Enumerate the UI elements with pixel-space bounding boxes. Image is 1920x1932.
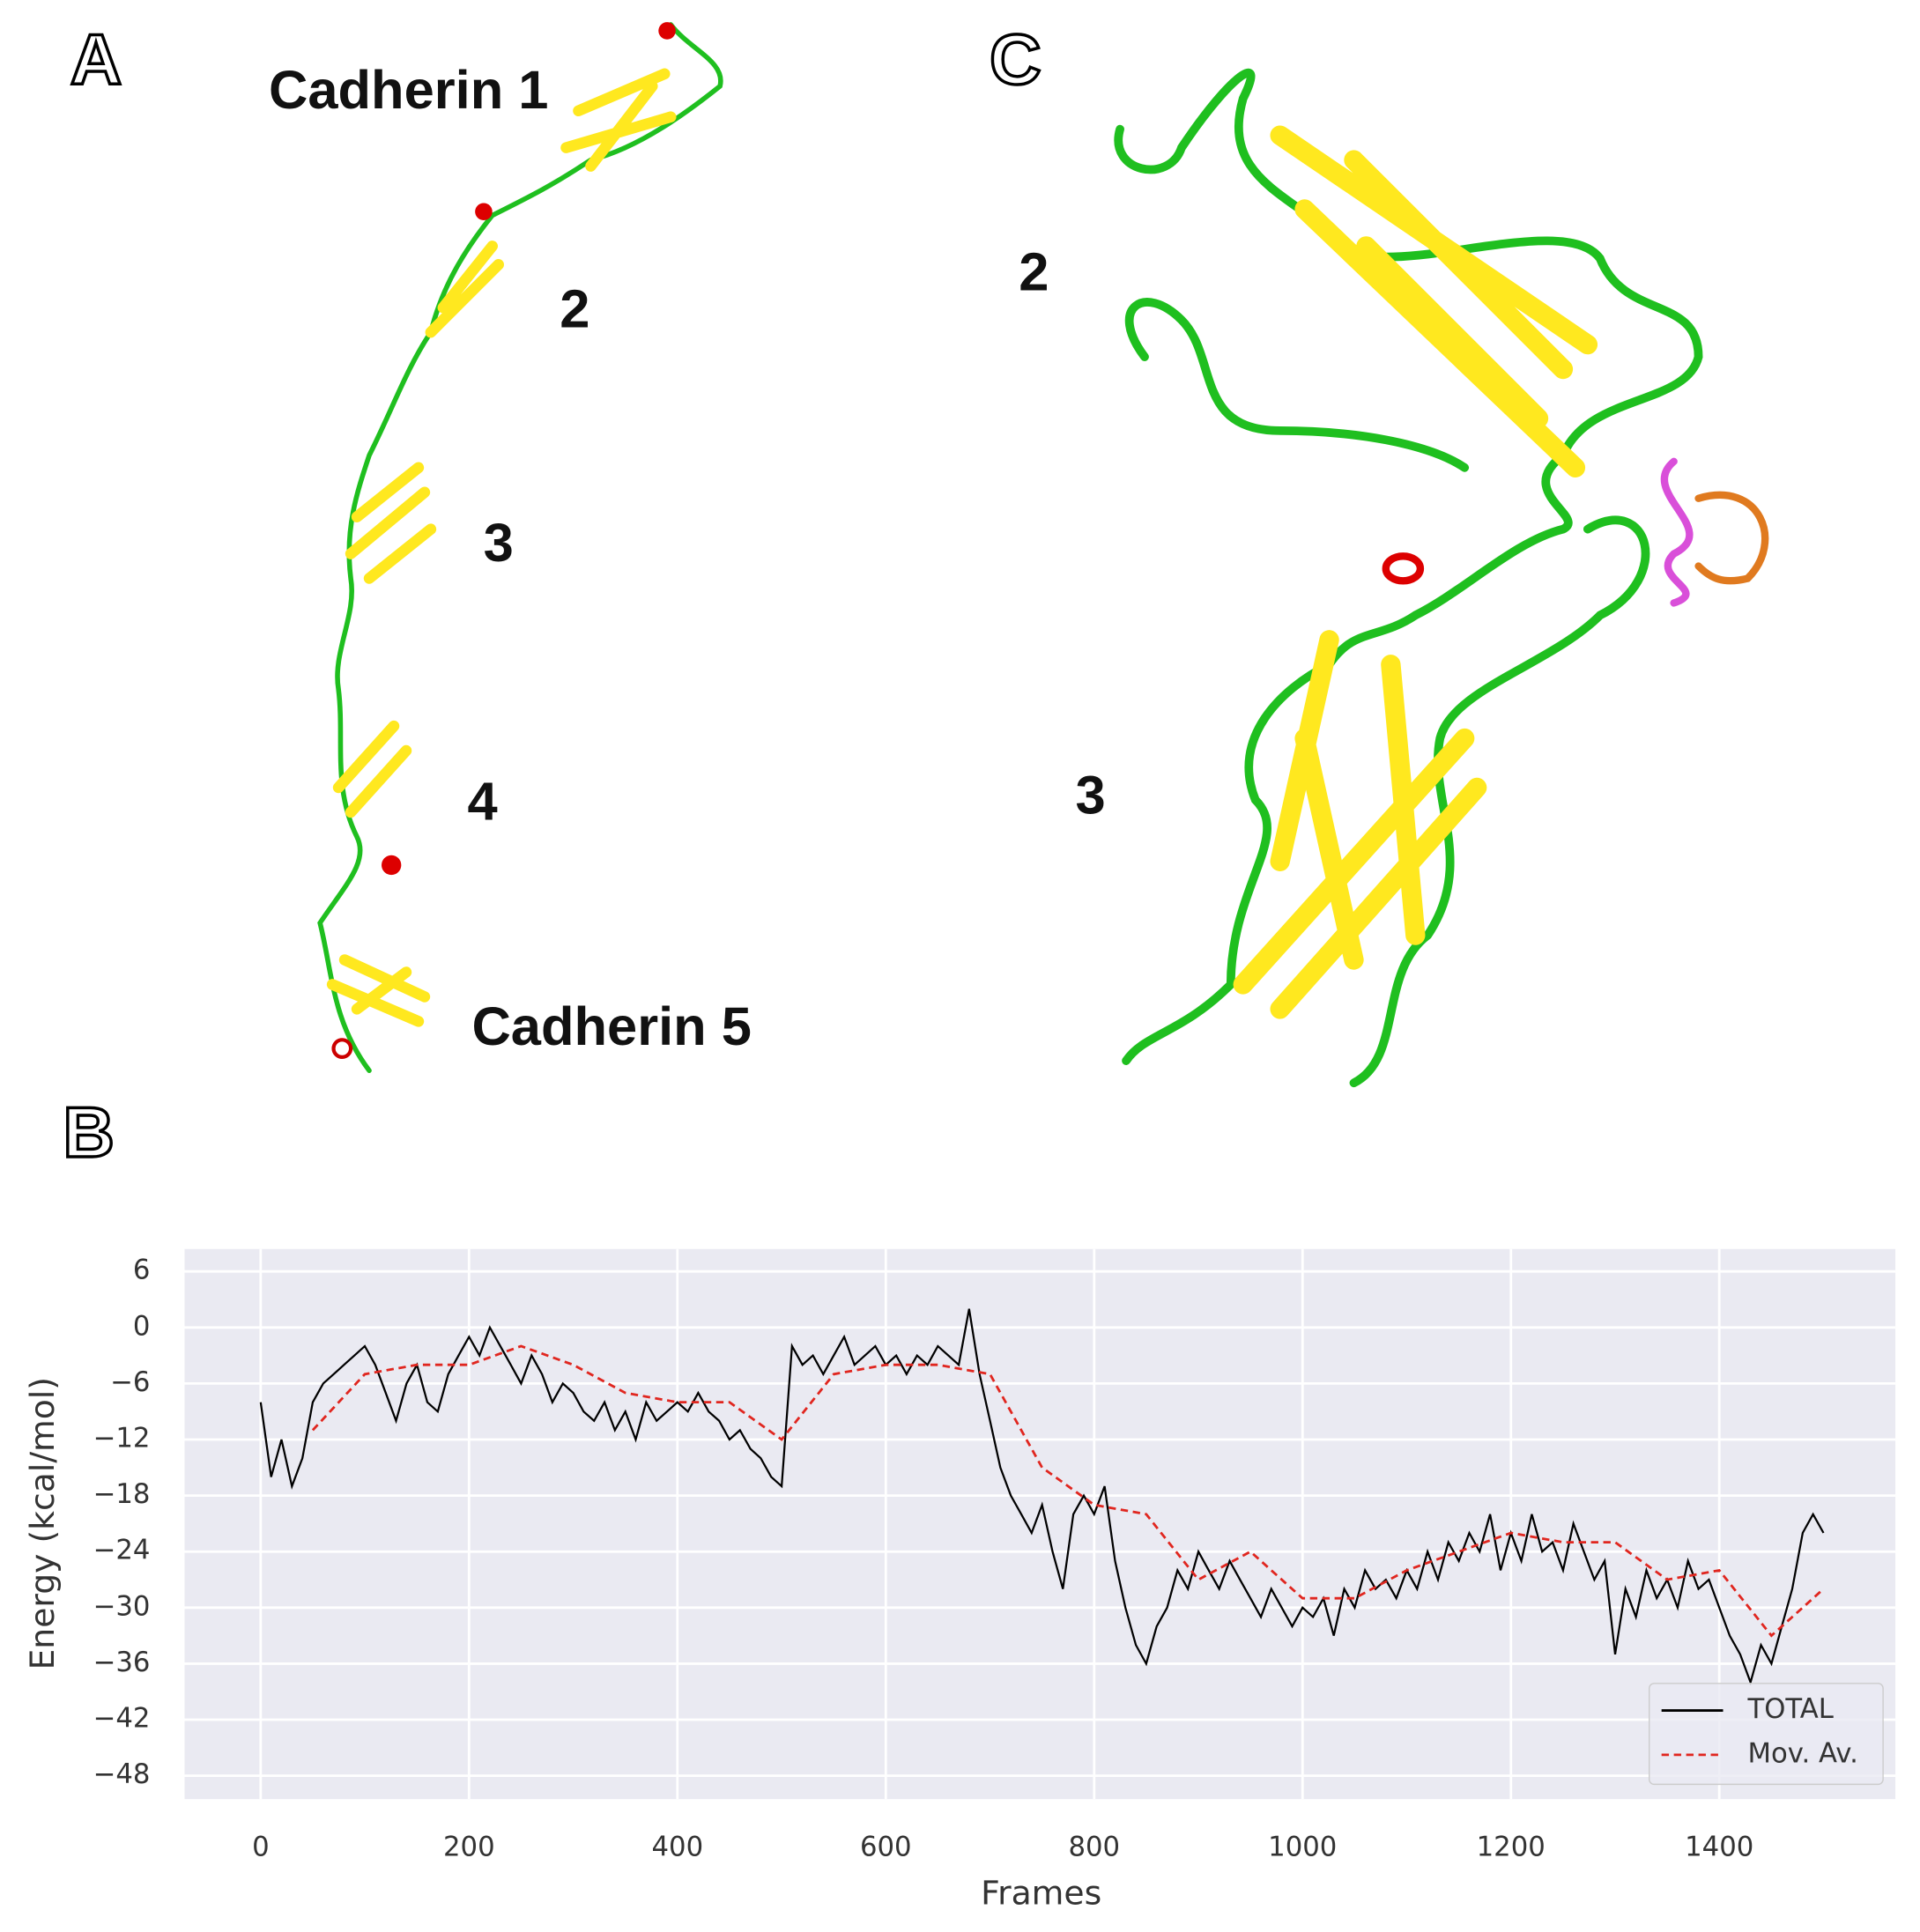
domain-label: 3 (484, 513, 514, 574)
y-tick-label: −30 (93, 1590, 151, 1622)
domain-label: 2 (560, 279, 589, 340)
y-tick-label: −18 (93, 1478, 151, 1510)
y-tick-label: −48 (93, 1758, 151, 1790)
domain-label: 3 (1075, 765, 1105, 825)
domain-label: 2 (1019, 242, 1049, 303)
panel-label: A (70, 20, 122, 100)
x-tick-label: 1000 (1268, 1832, 1337, 1863)
x-tick-label: 400 (651, 1832, 703, 1863)
x-tick-label: 200 (443, 1832, 495, 1863)
legend-label: TOTAL (1746, 1693, 1833, 1725)
protein-a (317, 22, 723, 1074)
domain-label: 4 (467, 771, 497, 832)
y-axis-label: Energy (kcal/mol) (23, 1377, 62, 1670)
x-tick-label: 800 (1068, 1832, 1120, 1863)
protein-c (1114, 68, 1769, 1088)
panel-label: B (63, 1093, 115, 1173)
y-tick-label: −42 (93, 1703, 151, 1735)
y-tick-label: −12 (93, 1423, 151, 1455)
legend: TOTAL Mov. Av. (1649, 1683, 1884, 1786)
panel-label: C (990, 20, 1042, 100)
x-tick-label: 600 (860, 1832, 912, 1863)
plot-background (184, 1248, 1896, 1800)
x-axis-label: Frames (981, 1874, 1101, 1913)
y-tick-label: −6 (110, 1366, 150, 1398)
x-tick-label: 1200 (1477, 1832, 1546, 1863)
line-series (259, 1308, 1825, 1686)
legend-label: Mov. Av. (1747, 1737, 1857, 1769)
x-tick-label: 0 (252, 1832, 270, 1863)
y-tick-label: 6 (133, 1255, 151, 1286)
x-tick-label: 1400 (1685, 1832, 1753, 1863)
line-series (311, 1344, 1825, 1638)
y-tick-label: −36 (93, 1647, 151, 1678)
domain-label: Cadherin 5 (471, 996, 752, 1057)
y-tick-label: 0 (133, 1310, 151, 1342)
legend-box (1649, 1683, 1884, 1786)
domain-label: Cadherin 1 (269, 60, 549, 121)
y-tick-label: −24 (93, 1535, 151, 1566)
